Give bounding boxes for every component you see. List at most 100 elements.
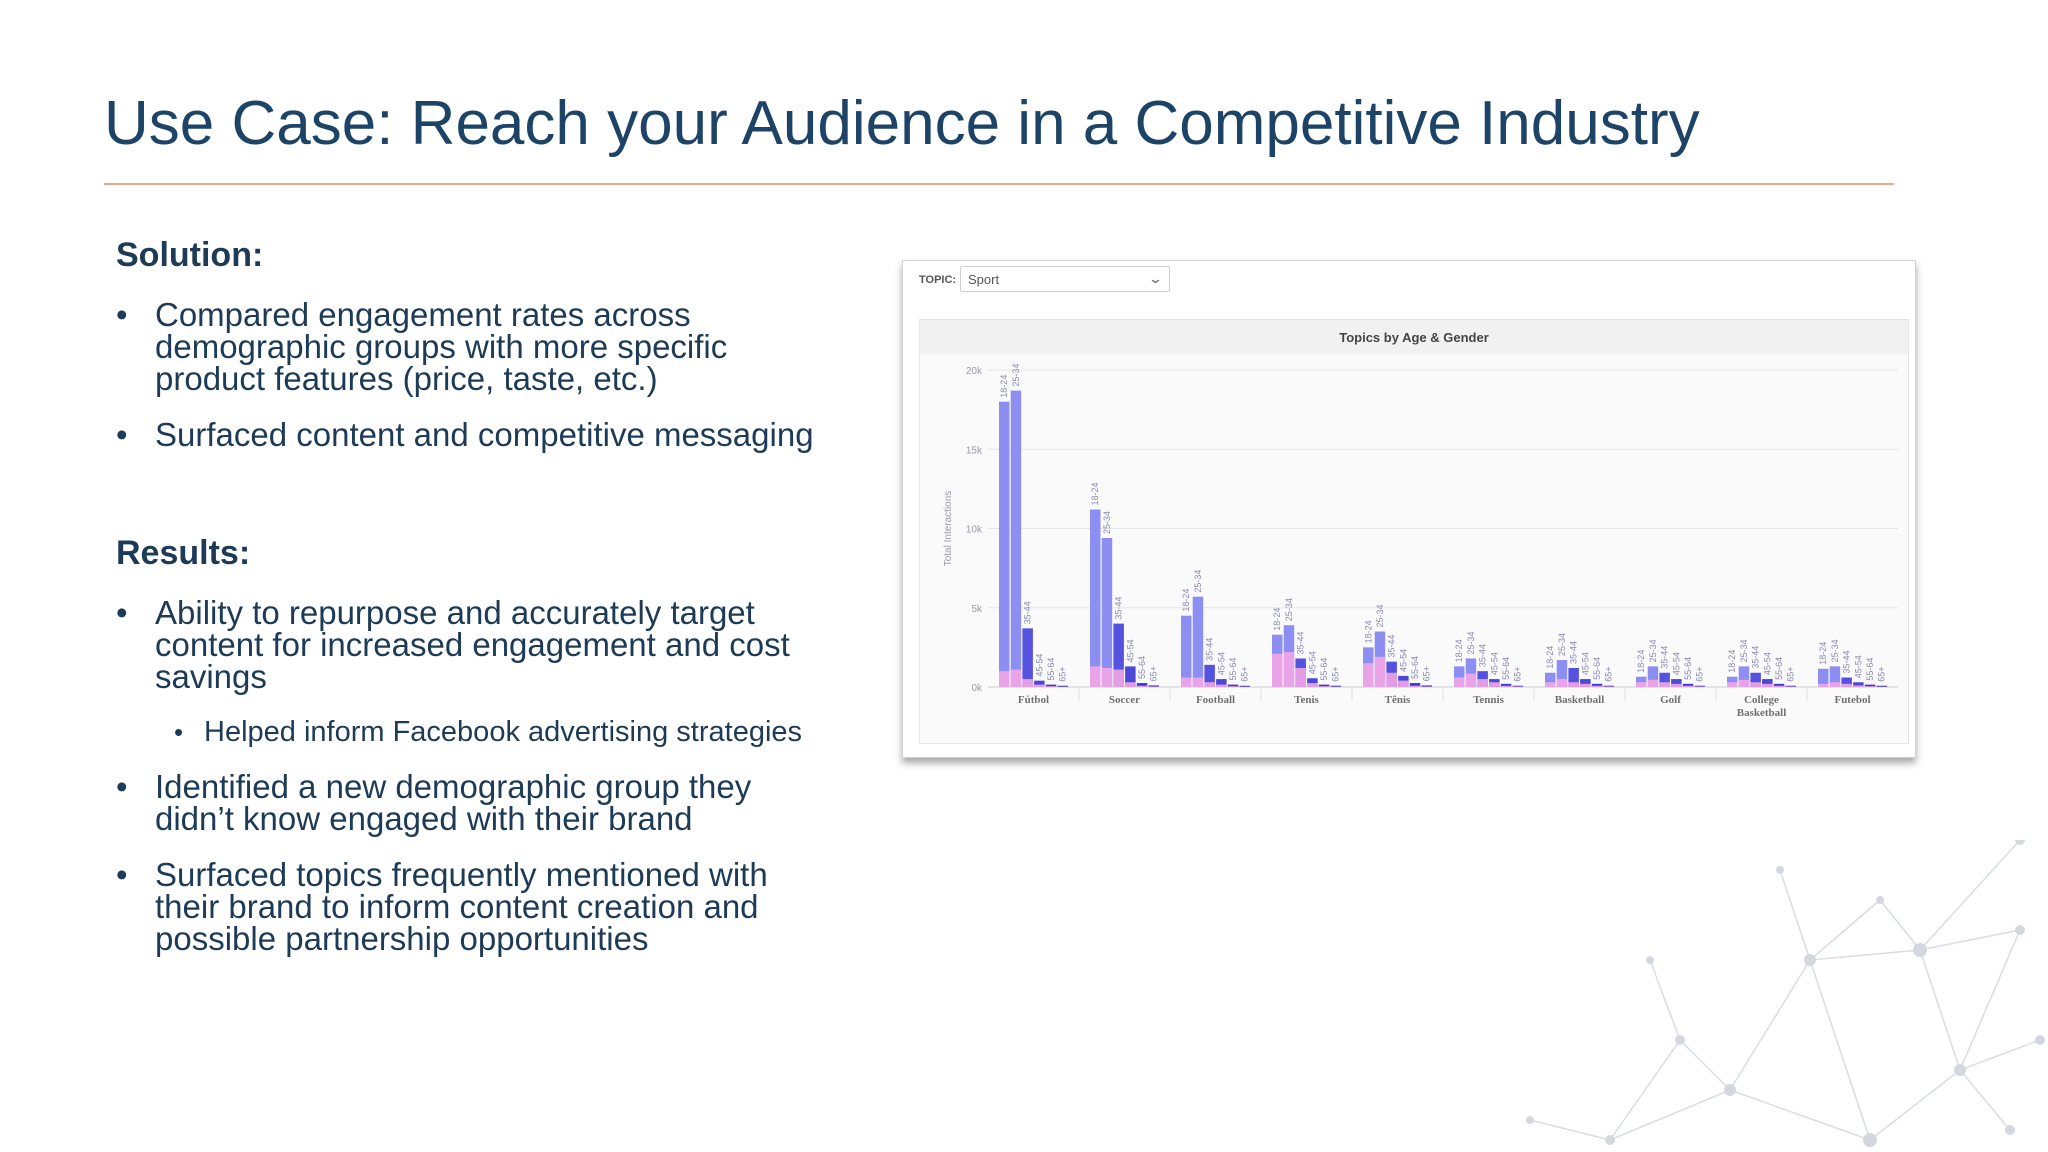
bar <box>1682 683 1694 687</box>
bar-age-label: 25-34 <box>1466 631 1476 654</box>
bar-age-label: 45-54 <box>1762 652 1772 675</box>
bar-secondary <box>1090 666 1101 687</box>
bar <box>1113 623 1124 687</box>
bar <box>1603 685 1614 687</box>
bar-secondary <box>1568 682 1579 687</box>
bar-age-label: 45-54 <box>1216 652 1226 675</box>
chart-header: Topics by Age & Gender <box>920 320 1908 354</box>
bar <box>1785 685 1796 687</box>
x-tick-label: Tênis <box>1385 694 1411 706</box>
y-axis-title: Total Interactions <box>943 491 954 567</box>
bar-age-label: 45-54 <box>1125 639 1135 662</box>
bar <box>1125 666 1136 687</box>
results-bullet-3: Surfaced topics frequently mentioned wit… <box>116 858 836 955</box>
bar-secondary <box>1034 684 1045 687</box>
bar <box>1216 679 1227 687</box>
bar <box>1148 685 1159 687</box>
bar-secondary <box>1283 652 1295 687</box>
results-bullet-1: Ability to repurpose and accurately targ… <box>116 596 836 693</box>
results-bullet-2: Identified a new demographic group they … <box>116 770 836 835</box>
y-tick-label: 15k <box>966 445 983 456</box>
bar-age-label: 45-54 <box>1398 649 1408 672</box>
bar-age-label: 65+ <box>1422 666 1432 681</box>
bar <box>1409 683 1421 687</box>
x-tick-label: Tennis <box>1473 694 1505 706</box>
bar-age-label: 18-24 <box>1090 482 1100 505</box>
bar-secondary <box>1295 667 1306 687</box>
bar-age-label: 25-34 <box>1557 633 1567 656</box>
bar-age-label: 55-64 <box>1683 657 1693 680</box>
topic-dropdown-value: Sport <box>968 272 1000 287</box>
x-tick-label: Golf <box>1660 694 1681 706</box>
bar-age-label: 55-64 <box>1228 658 1238 681</box>
bar-age-label: 35-44 <box>1569 641 1579 664</box>
bar <box>1318 684 1330 687</box>
bar <box>1876 685 1887 687</box>
bar-age-label: 55-64 <box>1865 658 1875 681</box>
bar-age-label: 35-44 <box>1842 650 1852 673</box>
bar-secondary <box>1386 672 1397 687</box>
x-tick-label: College <box>1744 694 1779 706</box>
x-tick-label: Soccer <box>1109 694 1140 706</box>
bar-secondary <box>1204 682 1215 687</box>
topic-label: TOPIC: <box>919 274 957 286</box>
bar <box>1227 684 1239 687</box>
bar-secondary <box>1750 682 1761 687</box>
bar-secondary <box>1363 663 1374 687</box>
bar-age-label: 45-54 <box>1853 655 1863 678</box>
bar-secondary <box>1489 682 1500 687</box>
bar <box>1022 628 1033 687</box>
x-tick-label: Football <box>1196 694 1235 706</box>
bar-age-label: 55-64 <box>1592 657 1602 680</box>
bar-age-label: 25-34 <box>1830 639 1840 662</box>
bar-age-label: 35-44 <box>1114 597 1124 620</box>
bar-age-label: 65+ <box>1877 666 1887 681</box>
bar <box>1181 615 1192 687</box>
bar <box>1864 684 1876 687</box>
bar <box>1307 678 1318 687</box>
bar-age-label: 25-34 <box>1739 639 1749 662</box>
bar-age-label: 65+ <box>1240 666 1250 681</box>
bar <box>1853 682 1864 687</box>
bar-age-label: 65+ <box>1695 666 1705 681</box>
bar-secondary <box>1454 677 1465 687</box>
bar-secondary <box>1374 656 1386 687</box>
bar-secondary <box>1307 683 1318 687</box>
bar-age-label: 65+ <box>1149 666 1159 681</box>
bar-age-label: 65+ <box>1604 666 1614 681</box>
bar-secondary <box>1101 667 1113 687</box>
solution-bullet-1: Compared engagement rates across demogra… <box>116 298 836 395</box>
title-divider <box>104 183 1894 185</box>
bar-age-label: 55-64 <box>1501 657 1511 680</box>
bar <box>1671 679 1682 687</box>
y-tick-label: 0k <box>971 683 983 694</box>
bar-secondary <box>1545 682 1556 687</box>
bar-secondary <box>1841 683 1852 687</box>
bar-age-label: 65+ <box>1786 666 1796 681</box>
topic-dropdown[interactable]: Sport ⌄ <box>960 266 1170 292</box>
bar <box>1647 666 1659 687</box>
network-graphic <box>1526 840 2045 1147</box>
bar-age-label: 25-34 <box>1648 639 1658 662</box>
bar-age-label: 65+ <box>1058 666 1068 681</box>
bar-secondary <box>1136 685 1148 687</box>
bar <box>1580 679 1591 687</box>
bar <box>1841 677 1852 687</box>
bar-secondary <box>1591 685 1603 687</box>
bar-secondary <box>1647 679 1659 687</box>
y-tick-label: 5k <box>971 604 983 615</box>
bar <box>1090 509 1101 687</box>
bar-age-label: 18-24 <box>999 375 1009 398</box>
bar <box>1136 683 1148 687</box>
bar-secondary <box>1192 677 1204 687</box>
bar-secondary <box>1398 680 1409 687</box>
bar-secondary <box>1216 684 1227 687</box>
bar-secondary <box>1272 653 1283 687</box>
bar-secondary <box>1022 679 1033 687</box>
bar-age-label: 25-34 <box>1284 598 1294 621</box>
bar-secondary <box>1409 685 1421 687</box>
y-tick-label: 20k <box>966 366 983 377</box>
bar-secondary <box>1181 677 1192 687</box>
bar-secondary <box>1727 682 1738 687</box>
